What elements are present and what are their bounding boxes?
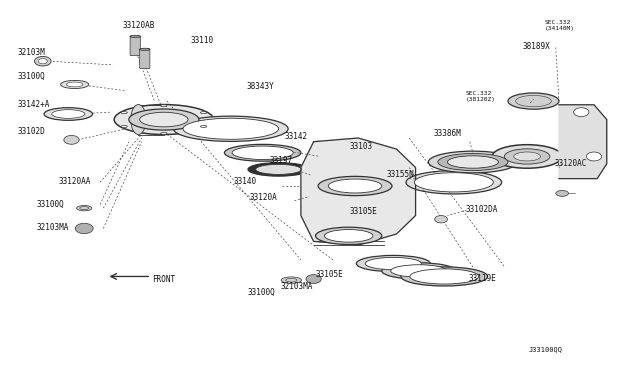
Ellipse shape — [324, 230, 373, 242]
Ellipse shape — [316, 227, 382, 244]
Text: 38343Y: 38343Y — [246, 82, 275, 91]
Ellipse shape — [121, 112, 127, 113]
Ellipse shape — [514, 152, 540, 161]
Ellipse shape — [248, 163, 309, 176]
Ellipse shape — [131, 105, 146, 135]
Ellipse shape — [121, 125, 127, 128]
Ellipse shape — [61, 80, 89, 89]
Text: 38189X: 38189X — [523, 42, 550, 51]
Text: 33119E: 33119E — [468, 274, 496, 283]
Polygon shape — [559, 105, 607, 179]
Text: 32103MA: 32103MA — [280, 282, 312, 291]
Ellipse shape — [428, 151, 518, 173]
Text: SEC.332
(34140M): SEC.332 (34140M) — [545, 20, 575, 31]
Ellipse shape — [328, 179, 382, 193]
Ellipse shape — [356, 256, 430, 272]
Ellipse shape — [447, 156, 499, 168]
Ellipse shape — [35, 57, 51, 66]
Ellipse shape — [130, 35, 140, 38]
Ellipse shape — [492, 145, 562, 168]
Ellipse shape — [401, 267, 488, 286]
Ellipse shape — [140, 112, 188, 127]
Ellipse shape — [255, 164, 301, 174]
Polygon shape — [301, 138, 415, 245]
Text: 33105E: 33105E — [349, 206, 377, 216]
Ellipse shape — [200, 112, 207, 113]
Text: J33100QQ: J33100QQ — [528, 347, 562, 353]
Text: 33102D: 33102D — [17, 127, 45, 136]
Ellipse shape — [586, 152, 602, 161]
Ellipse shape — [76, 223, 93, 234]
Ellipse shape — [200, 125, 207, 128]
Text: 33120A: 33120A — [250, 193, 278, 202]
Ellipse shape — [140, 48, 150, 51]
Ellipse shape — [406, 171, 502, 194]
Text: 33102DA: 33102DA — [465, 205, 498, 214]
Text: 33142: 33142 — [285, 132, 308, 141]
Ellipse shape — [77, 205, 92, 211]
Ellipse shape — [67, 82, 83, 87]
Ellipse shape — [173, 116, 288, 141]
Text: 33197: 33197 — [269, 155, 292, 165]
Ellipse shape — [414, 173, 493, 192]
Text: 33386M: 33386M — [433, 129, 461, 138]
Ellipse shape — [52, 110, 85, 118]
Ellipse shape — [161, 105, 167, 107]
Ellipse shape — [365, 257, 421, 270]
Ellipse shape — [306, 275, 321, 283]
Text: 33100Q: 33100Q — [248, 288, 275, 297]
Ellipse shape — [38, 59, 47, 64]
Text: 33120AB: 33120AB — [122, 21, 155, 30]
Text: 33103: 33103 — [350, 142, 373, 151]
Ellipse shape — [44, 108, 93, 120]
Ellipse shape — [410, 269, 479, 284]
FancyBboxPatch shape — [140, 49, 150, 68]
Ellipse shape — [183, 118, 278, 139]
Ellipse shape — [382, 263, 456, 279]
Ellipse shape — [114, 105, 214, 135]
Ellipse shape — [64, 135, 79, 144]
Text: 33100Q: 33100Q — [36, 200, 64, 209]
Ellipse shape — [129, 109, 199, 130]
Ellipse shape — [508, 93, 559, 109]
Ellipse shape — [318, 176, 392, 196]
Ellipse shape — [391, 265, 447, 277]
Text: 33142+A: 33142+A — [17, 100, 50, 109]
Text: 33120AC: 33120AC — [554, 159, 587, 169]
Text: 33140: 33140 — [234, 177, 257, 186]
Text: FRONT: FRONT — [152, 275, 175, 284]
Text: 33100Q: 33100Q — [17, 72, 45, 81]
Ellipse shape — [556, 190, 568, 196]
Text: 33155N: 33155N — [387, 170, 415, 179]
Text: 33120AA: 33120AA — [59, 177, 91, 186]
Text: 33110: 33110 — [191, 36, 214, 45]
Text: 32103M: 32103M — [17, 48, 45, 57]
Text: 33105E: 33105E — [316, 270, 344, 279]
Text: SEC.332
(38120Z): SEC.332 (38120Z) — [465, 91, 495, 102]
Ellipse shape — [435, 215, 447, 223]
Ellipse shape — [281, 277, 301, 283]
Text: 32103MA: 32103MA — [36, 223, 69, 232]
Ellipse shape — [161, 132, 167, 134]
Ellipse shape — [504, 149, 550, 164]
Ellipse shape — [225, 144, 301, 161]
FancyBboxPatch shape — [130, 36, 140, 56]
Ellipse shape — [573, 108, 589, 116]
Ellipse shape — [232, 146, 293, 160]
Ellipse shape — [438, 154, 508, 170]
